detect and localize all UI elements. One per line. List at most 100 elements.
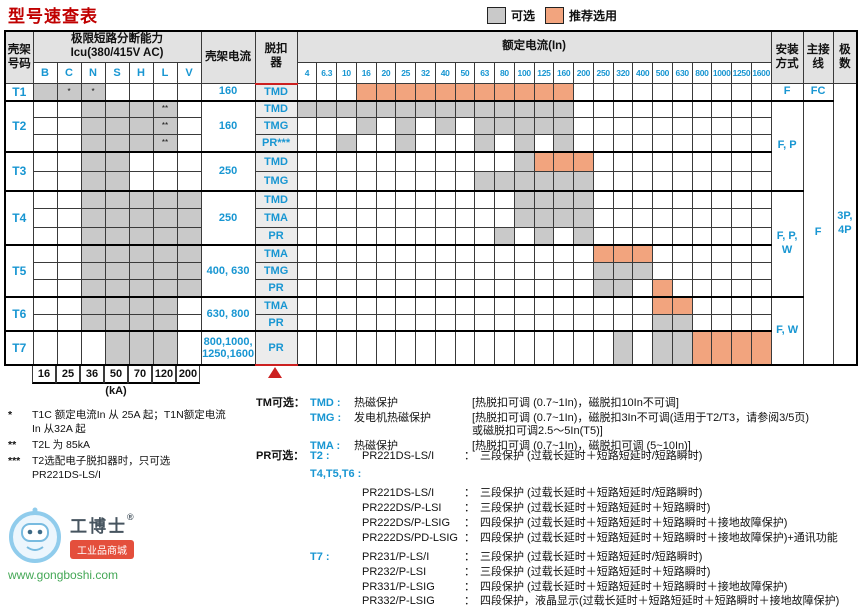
icu-cell — [104, 244, 130, 264]
rating-cell — [494, 117, 515, 135]
icu-cell — [128, 150, 154, 172]
icu-col-S: S — [104, 62, 130, 84]
rating-cell — [592, 117, 614, 135]
rating-cell — [454, 83, 476, 101]
rating-cell — [395, 330, 417, 366]
current-col-4: 4 — [296, 62, 318, 84]
rating-cell — [316, 330, 338, 366]
rating-cell — [395, 189, 417, 210]
rating-cell — [612, 83, 634, 101]
icu-cell — [128, 313, 154, 332]
rating-cell — [434, 313, 456, 332]
rating-cell — [434, 189, 456, 210]
rating-cell — [750, 150, 772, 172]
icu-cell — [32, 150, 58, 172]
rating-cell — [691, 313, 713, 332]
rating-cell — [612, 262, 634, 281]
rating-cell — [691, 150, 713, 172]
rating-cell — [533, 99, 555, 118]
ka-value: 25 — [56, 366, 80, 384]
footnotes: * T1C 额定电流In 从 25A 起；T1N额定电流 In 从32A 起 *… — [8, 408, 248, 482]
pr-group-head: T4,T5,T6 : — [310, 467, 362, 480]
rating-cell — [671, 279, 693, 298]
rating-cell — [711, 117, 733, 135]
icu-cell — [128, 296, 154, 315]
ka-value: 70 — [128, 366, 152, 384]
rating-cell — [671, 189, 693, 210]
rating-cell — [750, 262, 772, 281]
rating-cell — [434, 150, 456, 172]
rating-cell — [375, 296, 397, 315]
footnote-mark: ** — [8, 439, 17, 451]
rating-cell — [395, 134, 417, 152]
current-col-10: 10 — [336, 62, 357, 84]
header-wiring: 主接 线 — [802, 30, 834, 84]
icu-cell: ** — [152, 117, 178, 135]
rating-cell — [671, 226, 693, 246]
rating-cell — [731, 313, 752, 332]
rating-cell — [494, 189, 515, 210]
icu-cell — [32, 226, 58, 246]
rating-cell — [454, 117, 476, 135]
pr-row: PR可选： T2 : PR221DS-LS/I ： 三段保护 (过载长延时＋短路… — [256, 449, 856, 463]
pr-row: PR222DS/PD-LSIG ： 四段保护 (过载长延时＋短路短延时＋短路瞬时… — [256, 531, 856, 545]
icu-cell — [176, 99, 202, 118]
rating-cell — [750, 208, 772, 228]
rating-cell — [494, 244, 515, 264]
icu-cell — [176, 262, 202, 281]
rating-cell — [612, 117, 634, 135]
rating-cell — [691, 189, 713, 210]
header-trip: 脱扣 器 — [254, 30, 298, 84]
rating-cell — [434, 99, 456, 118]
rating-cell — [573, 244, 594, 264]
pr-unit-desc: 三段保护 (过载长延时＋短路短延时/短路瞬时) — [480, 450, 703, 462]
icu-cell — [176, 226, 202, 246]
rating-cell — [573, 83, 594, 101]
icu-cell — [80, 189, 106, 210]
rating-cell — [336, 208, 357, 228]
rating-cell — [296, 296, 318, 315]
icu-cell — [56, 99, 82, 118]
rating-cell — [533, 330, 555, 366]
pr-unit-name: PR221DS-LS/I — [362, 450, 435, 462]
frame-label-T1: T1 — [4, 83, 34, 101]
footnote-text: T2选配电子脱扣器时，只可选 PR221DS-LS/I — [32, 455, 171, 481]
rating-cell — [415, 117, 436, 135]
frame-label-T7: T7 — [4, 330, 34, 366]
rating-cell — [474, 208, 496, 228]
rating-cell — [711, 279, 733, 298]
rating-cell — [573, 170, 594, 191]
ka-value: 120 — [152, 366, 176, 384]
rating-cell — [395, 226, 417, 246]
install-cell: F — [770, 83, 804, 101]
rating-cell — [711, 99, 733, 118]
pr-unit-desc: 四段保护，液晶显示(过载长延时＋短路短延时＋短路瞬时＋接地故障保护) — [480, 595, 840, 608]
rating-cell — [612, 330, 634, 366]
rating-cell — [474, 117, 496, 135]
current-col-500: 500 — [652, 62, 673, 84]
rating-cell — [691, 262, 713, 281]
rating-cell — [296, 208, 318, 228]
rating-cell — [573, 226, 594, 246]
icu-cell — [152, 244, 178, 264]
rating-cell — [454, 150, 476, 172]
ka-breaking-capacity-row: 16 25 36 50 70 120 200 — [32, 366, 200, 384]
table-row: T1 * * 160 TMD F FC 3P, 4P — [4, 82, 858, 366]
rating-cell — [652, 117, 673, 135]
install-cell: F, P, W — [770, 189, 804, 298]
rating-cell — [632, 244, 654, 264]
rating-cell — [612, 313, 634, 332]
icu-cell — [32, 99, 58, 118]
rating-cell — [592, 330, 614, 366]
rating-cell — [454, 189, 476, 210]
icu-cell — [32, 83, 58, 101]
table-row: T4 250 TMD F, P, W — [4, 189, 857, 298]
pr-unit-desc: 四段保护 (过载长延时＋短路短延时＋短路瞬时＋接地故障保护) — [480, 516, 788, 529]
rating-cell — [355, 313, 377, 332]
rating-cell — [316, 313, 338, 332]
rating-cell — [494, 208, 515, 228]
icu-cell — [56, 150, 82, 172]
rating-cell — [711, 226, 733, 246]
rating-cell — [612, 244, 634, 264]
